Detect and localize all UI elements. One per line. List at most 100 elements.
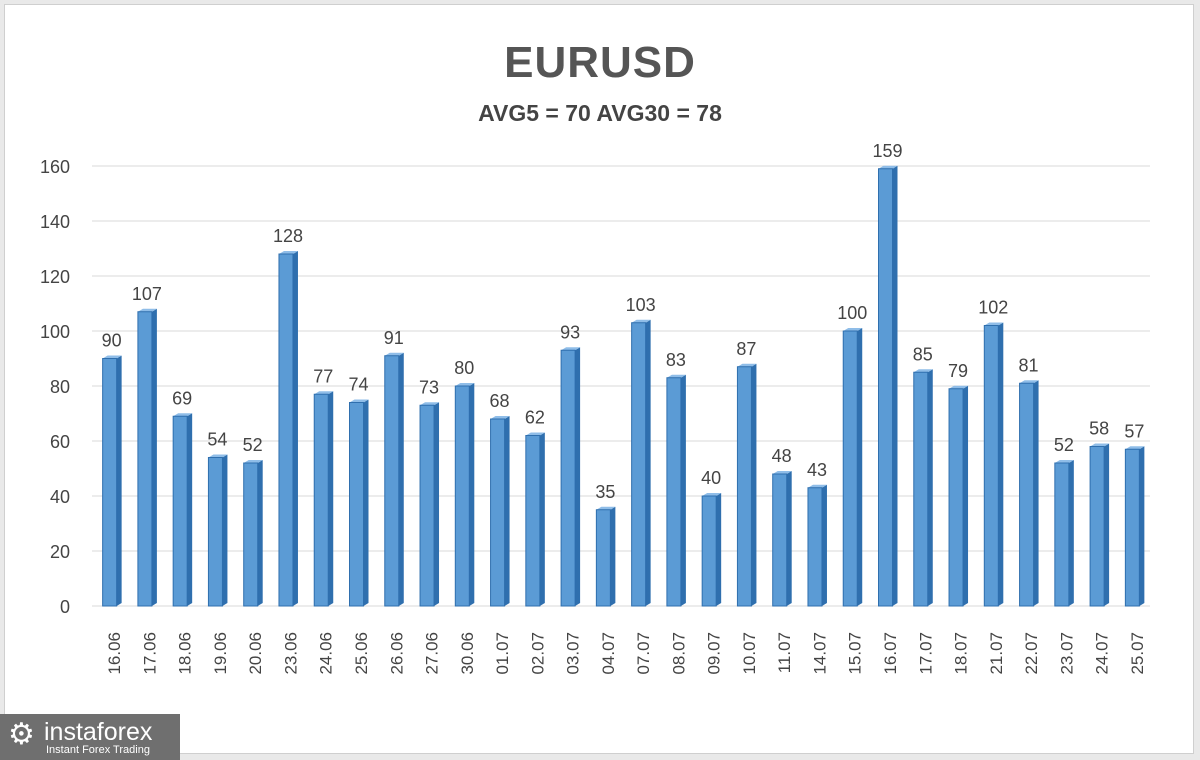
y-tick-label: 20: [50, 542, 70, 562]
bar-top: [314, 391, 334, 395]
data-label: 81: [1019, 355, 1039, 375]
bar-side: [1068, 460, 1074, 606]
x-tick-label: 23.06: [281, 632, 300, 675]
x-tick-label: 17.06: [140, 632, 159, 675]
bar: [278, 253, 294, 607]
y-tick-label: 60: [50, 432, 70, 452]
data-label: 107: [132, 284, 162, 304]
x-tick-label: 18.07: [952, 632, 971, 675]
gear-icon: ⚙: [8, 718, 35, 751]
bar-side: [328, 391, 334, 606]
bar-top: [596, 506, 616, 510]
bar-side: [539, 432, 545, 606]
data-label: 52: [243, 435, 263, 455]
x-tick-label: 21.07: [987, 632, 1006, 675]
bar: [631, 322, 647, 607]
bar-side: [187, 413, 193, 606]
x-tick-label: 24.06: [317, 632, 336, 675]
bar-top: [807, 484, 827, 488]
bar-side: [927, 369, 933, 606]
data-label: 80: [454, 358, 474, 378]
brand-logo: ⚙ instaforex Instant Forex Trading: [0, 714, 180, 760]
bar-top: [702, 493, 722, 496]
x-tick-label: 24.07: [1093, 632, 1112, 675]
data-label: 62: [525, 408, 545, 428]
x-tick-label: 03.07: [564, 632, 583, 675]
bar-side: [1139, 446, 1145, 606]
bar-top: [772, 471, 792, 474]
data-label: 128: [273, 226, 303, 246]
bar-top: [455, 383, 475, 386]
bar-top: [913, 369, 933, 373]
data-label: 40: [701, 468, 721, 488]
bar-top: [243, 460, 263, 463]
data-label: 43: [807, 460, 827, 480]
brand-name: instaforex: [44, 718, 153, 746]
bar: [983, 325, 999, 607]
data-label: 73: [419, 377, 439, 397]
bar-side: [751, 363, 757, 606]
data-labels: 90 107 69 54 52 128 77 74 91 73 80 68 62 93 35 103 83 40 8…: [102, 141, 1145, 502]
bar-top: [384, 352, 404, 356]
x-tick-label: 10.07: [740, 632, 759, 675]
bar-top: [278, 251, 298, 254]
bar: [102, 358, 118, 607]
bar-side: [857, 328, 863, 606]
bar: [878, 168, 893, 607]
bar-side: [786, 471, 792, 606]
bar-side: [821, 484, 827, 606]
x-tick-label: 27.06: [423, 632, 442, 675]
bar-side: [1104, 443, 1110, 606]
bar-top: [878, 165, 898, 169]
chart-subtitle: AVG5 = 70 AVG30 = 78: [478, 100, 722, 126]
x-tick-label: 11.07: [775, 632, 794, 673]
bar: [349, 402, 364, 607]
bar: [1089, 446, 1105, 607]
bar: [1054, 462, 1070, 607]
bar-side: [469, 383, 475, 606]
x-tick-label: 04.07: [599, 632, 618, 675]
x-tick-label: 20.06: [246, 632, 265, 675]
x-tick-label: 02.07: [528, 632, 547, 675]
y-tick-label: 140: [40, 212, 70, 232]
bar: [525, 435, 541, 607]
x-tick-label: 15.07: [846, 632, 865, 675]
bar: [243, 462, 259, 607]
data-label: 83: [666, 350, 686, 370]
bar-top: [666, 374, 686, 378]
bar-side: [680, 374, 686, 606]
data-label: 103: [626, 295, 656, 315]
bar-top: [737, 363, 757, 367]
x-tick-label: 22.07: [1022, 632, 1041, 675]
y-tick-label: 120: [40, 267, 70, 287]
bar: [137, 311, 153, 607]
bar: [913, 371, 929, 607]
x-tick-label: 07.07: [634, 632, 653, 675]
bar-side: [363, 399, 369, 606]
data-label: 52: [1054, 435, 1074, 455]
bars: [102, 165, 1145, 607]
x-tick-label: 16.06: [105, 632, 124, 675]
bar-top: [1125, 446, 1145, 450]
bar-side: [116, 355, 122, 606]
bar-top: [984, 322, 1004, 326]
bar: [595, 509, 611, 607]
data-label: 93: [560, 322, 580, 342]
data-label: 91: [384, 328, 404, 348]
x-tick-label: 23.07: [1057, 632, 1076, 675]
bar: [736, 366, 752, 607]
bar-side: [998, 322, 1004, 606]
data-label: 58: [1089, 419, 1109, 439]
data-label: 74: [348, 375, 368, 395]
y-tick-label: 100: [40, 322, 70, 342]
data-label: 77: [313, 366, 333, 386]
x-tick-label: 18.06: [176, 632, 195, 675]
bar-top: [349, 399, 369, 403]
y-tick-label: 40: [50, 487, 70, 507]
bar-side: [398, 352, 404, 606]
bar-side: [716, 493, 722, 606]
data-label: 57: [1124, 421, 1144, 441]
data-label: 159: [872, 141, 902, 161]
x-tick-label: 17.07: [916, 632, 935, 675]
